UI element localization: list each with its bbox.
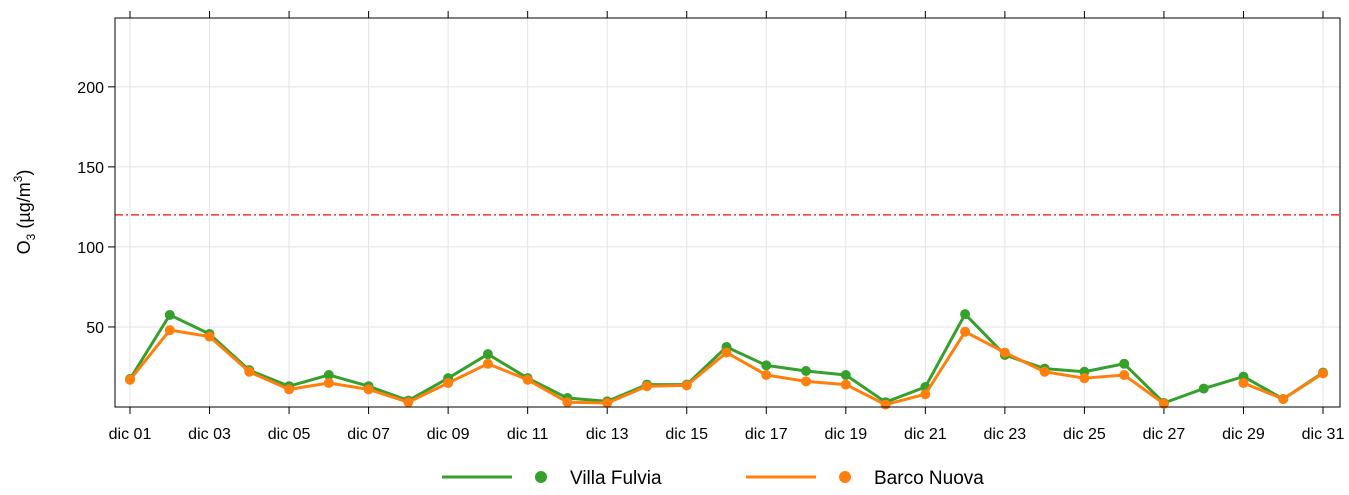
x-tick-label: dic 11 [507, 426, 549, 443]
data-point [801, 376, 812, 387]
x-tick-label: dic 05 [268, 426, 311, 443]
x-tick-label: dic 09 [427, 426, 470, 443]
data-point [522, 374, 533, 385]
series-line [128, 328, 1165, 407]
data-point [801, 365, 812, 376]
data-point [999, 347, 1010, 358]
x-tick-label: dic 13 [586, 426, 629, 443]
x-tick-label: dic 15 [665, 426, 708, 443]
data-point [244, 366, 255, 377]
data-point [1238, 377, 1249, 388]
x-tick-label: dic 31 [1302, 426, 1345, 443]
data-point [125, 374, 135, 385]
data-point [1318, 368, 1328, 379]
data-point [1039, 366, 1050, 377]
x-tick-label: dic 23 [984, 426, 1027, 443]
data-point [641, 381, 652, 392]
data-point [920, 389, 931, 400]
data-point [562, 397, 573, 408]
x-tick-label: dic 21 [904, 426, 947, 443]
data-point [602, 397, 613, 408]
data-point [403, 397, 414, 408]
y-tick-label: 50 [86, 320, 104, 337]
x-tick-label: dic 29 [1222, 426, 1265, 443]
x-tick-label: dic 03 [188, 426, 231, 443]
legend-label: Villa Fulvia [570, 468, 662, 489]
data-point [960, 326, 971, 337]
x-tick-label: dic 25 [1063, 426, 1106, 443]
y-label-end: ) [14, 170, 34, 176]
legend-label: Barco Nuova [874, 468, 984, 489]
y-tick-label: 200 [77, 80, 104, 97]
x-tick-label: dic 19 [824, 426, 867, 443]
y-label-unit: (µg/m [14, 182, 34, 233]
data-point [840, 369, 851, 380]
data-point [164, 309, 175, 320]
data-point [840, 379, 851, 390]
y-label-sub: 3 [24, 233, 38, 240]
data-point [1198, 383, 1209, 394]
data-point [761, 360, 772, 371]
y-label-sup: 3 [11, 175, 25, 182]
x-tick-label: dic 07 [347, 426, 390, 443]
data-point [323, 377, 334, 388]
data-point [960, 309, 971, 320]
data-point [443, 377, 454, 388]
data-point [204, 331, 215, 342]
y-axis-label: O3 (µg/m3) [11, 170, 38, 255]
data-point [482, 358, 493, 369]
data-point [323, 369, 334, 380]
data-point [681, 380, 692, 391]
y-tick-label: 100 [77, 240, 104, 257]
x-tick-label: dic 27 [1143, 426, 1186, 443]
data-point [1119, 358, 1130, 369]
y-tick-label: 150 [77, 160, 104, 177]
legend-marker [839, 471, 851, 483]
data-point [1158, 398, 1169, 409]
data-point [721, 347, 732, 358]
data-point [482, 349, 493, 360]
data-point [284, 384, 295, 395]
legend-marker [535, 471, 547, 483]
data-point [164, 325, 175, 336]
data-point [880, 399, 891, 410]
data-point [1079, 373, 1090, 384]
data-point [1278, 393, 1289, 404]
data-point [1119, 369, 1130, 380]
plot-frame [114, 17, 1341, 408]
x-tick-label: dic 01 [109, 426, 152, 443]
x-tick-label: dic 17 [745, 426, 788, 443]
data-point [363, 384, 374, 395]
y-label-base: O [14, 240, 34, 254]
data-point [761, 369, 772, 380]
